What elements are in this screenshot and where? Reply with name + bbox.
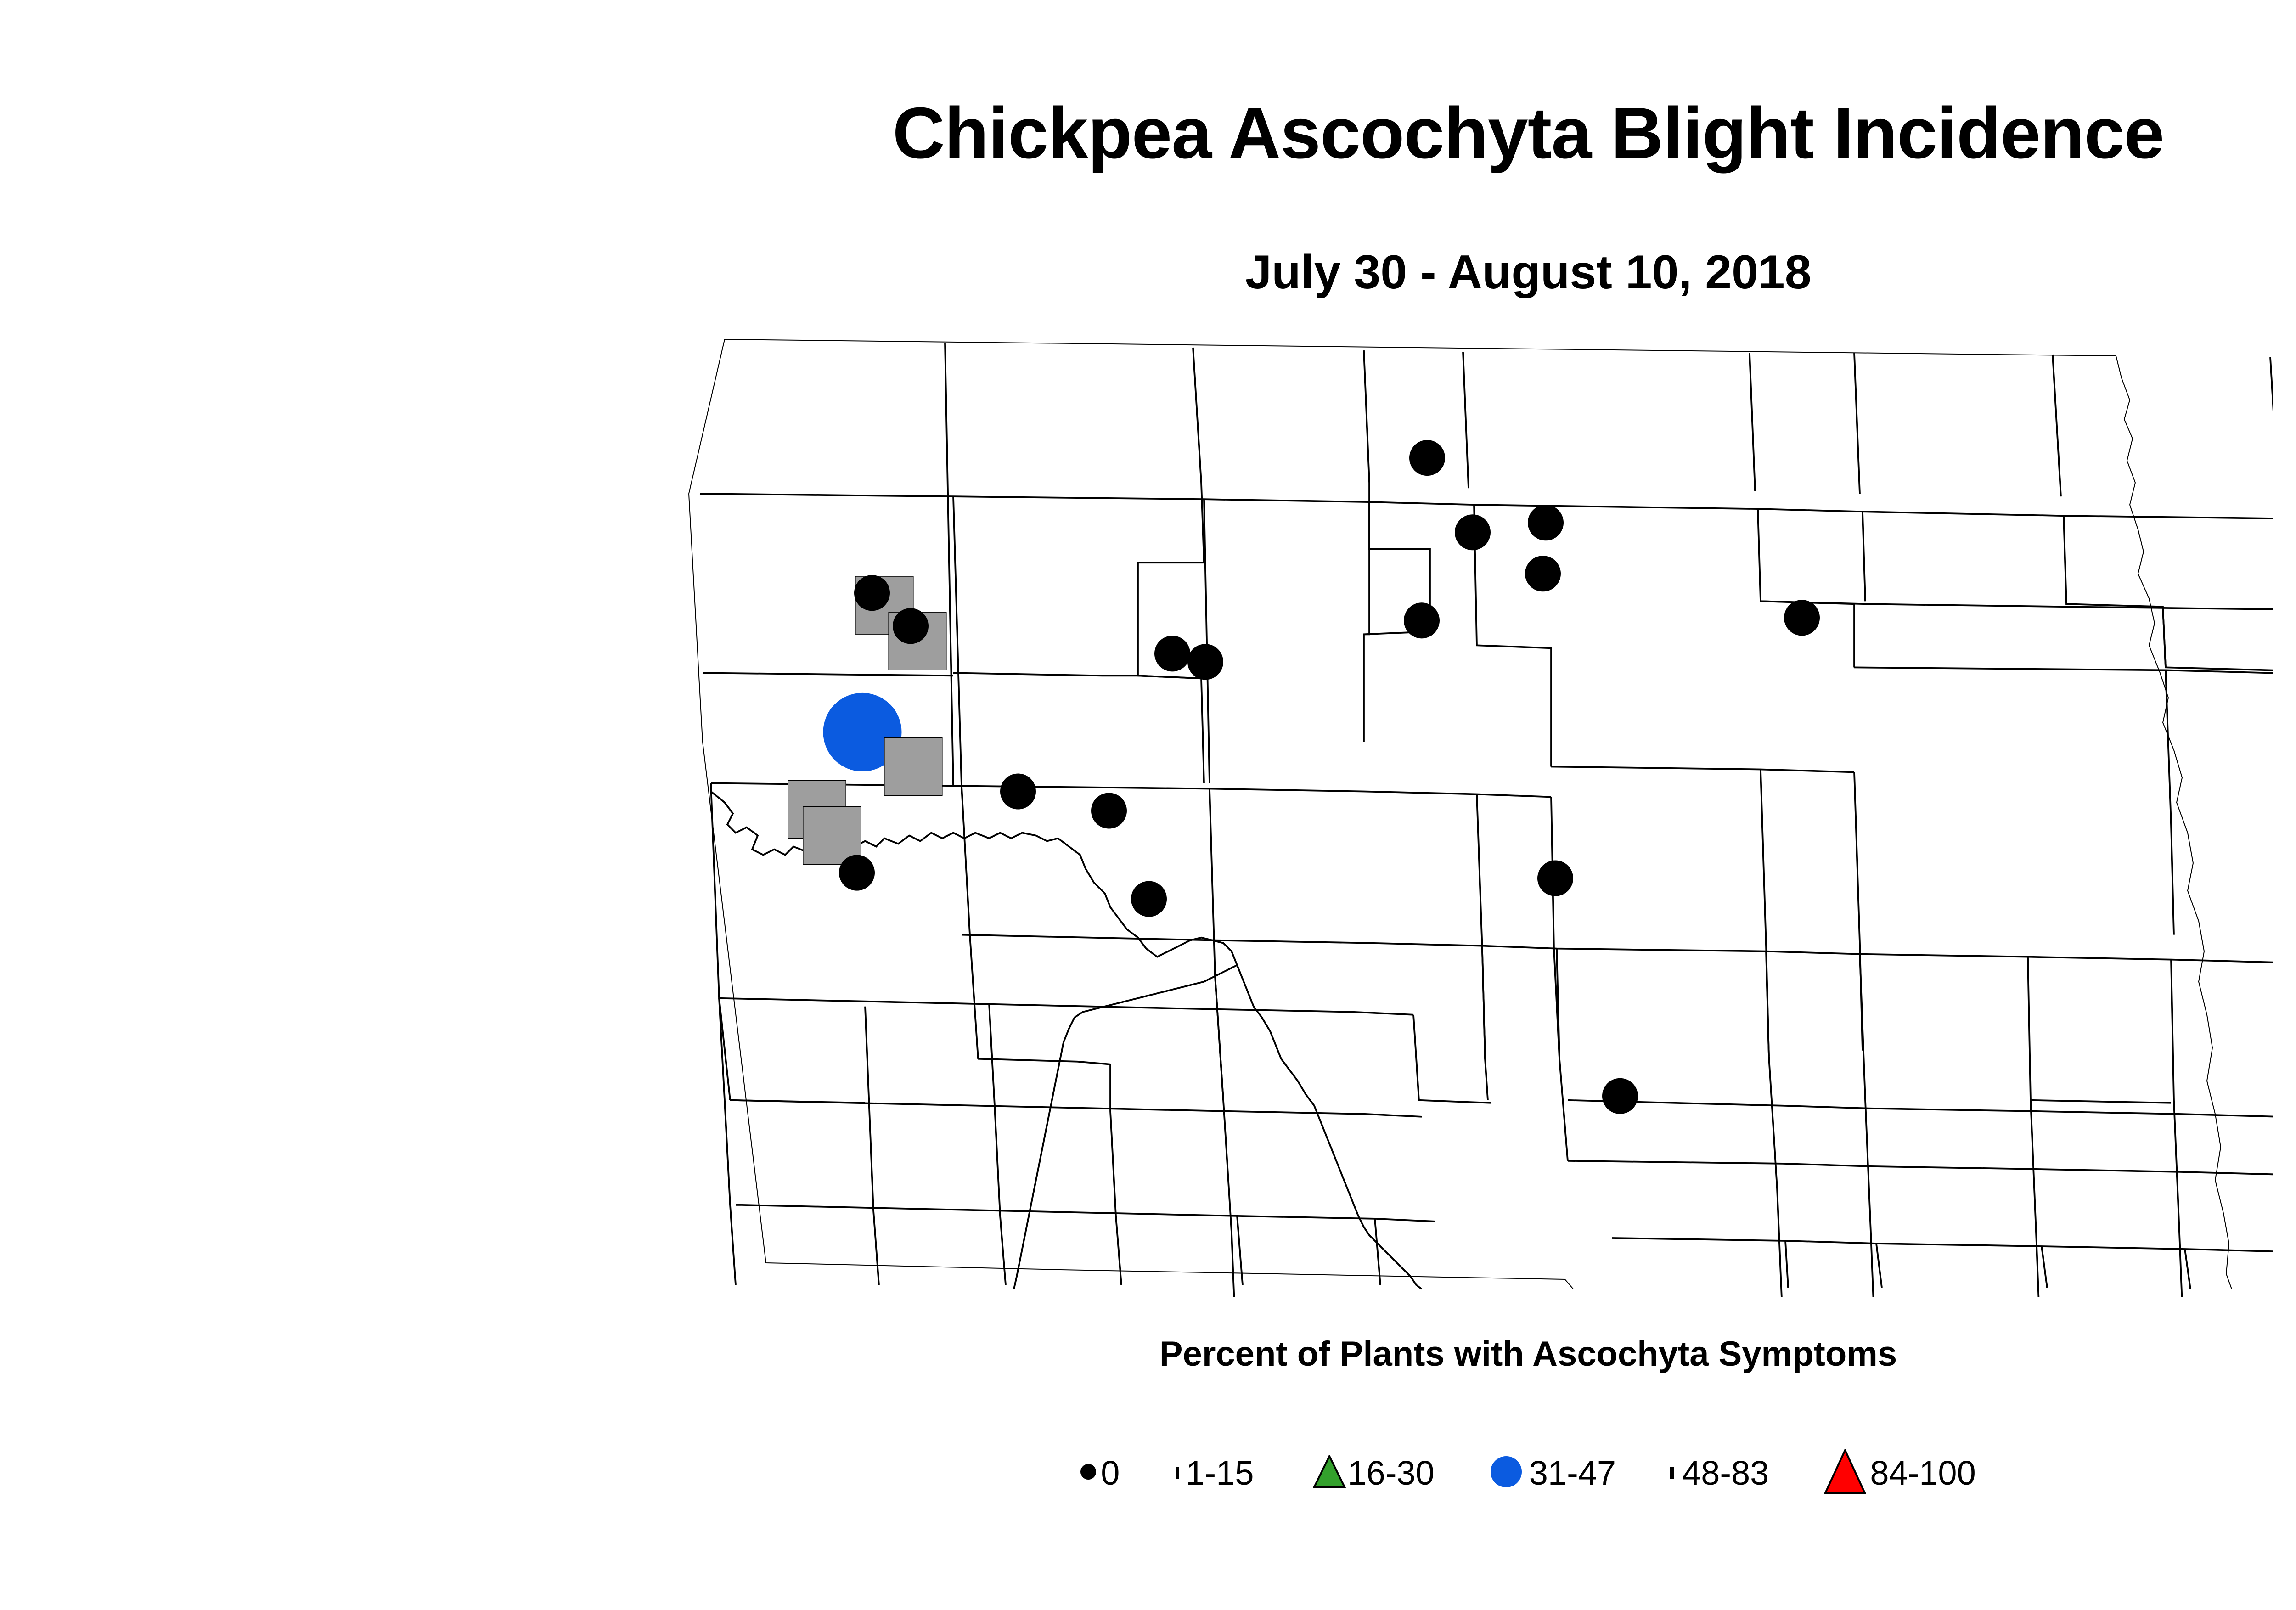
legend-label: 84-100 xyxy=(1870,1453,1976,1492)
lake-sakakawea-south-arm xyxy=(1013,964,1238,1289)
red-triangle-icon-shape xyxy=(1824,1448,1867,1494)
gray-square-icon-shape xyxy=(1176,1467,1180,1479)
data-point-31-47[interactable] xyxy=(823,692,902,771)
county-border xyxy=(2041,1246,2048,1288)
blue-circle-icon-shape xyxy=(1490,1456,1522,1487)
county-border xyxy=(961,786,979,1059)
legend-entry-48-83[interactable]: 48-83 xyxy=(1670,1456,1769,1490)
blue-circle-icon xyxy=(1490,1456,1522,1490)
county-border xyxy=(1214,976,1235,1297)
county-border xyxy=(2184,1249,2191,1289)
county-border-row8 xyxy=(1611,1237,2273,1252)
county-border xyxy=(952,496,962,786)
green-triangle-icon xyxy=(1312,1454,1346,1491)
county-border xyxy=(1556,948,1569,1161)
legend-title-container: Percent of Plants with Ascochyta Symptom… xyxy=(0,1334,2296,1374)
county-border xyxy=(978,1058,1111,1065)
county-border xyxy=(2052,354,2062,497)
green-triangle-icon-shape xyxy=(1312,1454,1346,1488)
north-dakota-county-map[interactable] xyxy=(647,328,2273,1297)
county-border-row6b xyxy=(1567,1160,1871,1167)
county-border xyxy=(1364,502,1370,636)
county-border-row5c xyxy=(1567,1099,2273,1118)
yellow-square-icon-shape xyxy=(1670,1467,1674,1479)
county-border xyxy=(1473,505,1552,767)
data-point-0[interactable] xyxy=(854,575,890,611)
county-border xyxy=(1462,351,1469,489)
county-border-row4 xyxy=(961,934,2273,963)
county-border xyxy=(1109,1111,1122,1285)
black-dot-icon xyxy=(1080,1464,1097,1482)
legend: 0 1-15 16-30 31-47 48-83 84-100 xyxy=(0,1448,2296,1497)
county-border xyxy=(702,672,954,677)
title-container: Chickpea Ascochyta Blight Incidence xyxy=(0,96,2296,170)
black-dot-icon-shape xyxy=(1080,1464,1097,1480)
data-markers-layer xyxy=(788,440,1820,1114)
county-border xyxy=(2170,959,2183,1297)
county-border xyxy=(730,1099,866,1104)
data-point-0[interactable] xyxy=(1404,602,1440,639)
county-border-row6c xyxy=(1870,1165,2273,1176)
county-border xyxy=(953,672,1204,680)
county-border xyxy=(1853,353,1861,494)
county-border xyxy=(1765,951,1783,1297)
data-point-0[interactable] xyxy=(1091,793,1127,829)
legend-entry-31-47[interactable]: 31-47 xyxy=(1490,1453,1616,1492)
county-border xyxy=(944,343,954,786)
county-border xyxy=(2165,670,2175,935)
gray-square-icon xyxy=(1176,1467,1180,1479)
legend-label: 48-83 xyxy=(1682,1453,1769,1492)
legend-label: 1-15 xyxy=(1186,1453,1254,1492)
county-border xyxy=(2269,357,2273,420)
data-point-0[interactable] xyxy=(1154,636,1190,672)
data-point-0[interactable] xyxy=(893,608,929,644)
state-outline xyxy=(689,339,2232,1289)
yellow-square-icon xyxy=(1670,1467,1674,1479)
county-border-row5 xyxy=(719,997,1414,1016)
legend-entry-0[interactable]: 0 xyxy=(1080,1456,1120,1490)
county-border-row5b xyxy=(1412,1014,1491,1104)
data-point-0[interactable] xyxy=(1602,1078,1638,1114)
legend-entry-16-30[interactable]: 16-30 xyxy=(1312,1453,1435,1492)
county-border xyxy=(2030,1100,2040,1297)
date-range-subtitle: July 30 - August 10, 2018 xyxy=(1245,246,1812,299)
legend-label: 0 xyxy=(1101,1453,1120,1492)
county-border xyxy=(2162,607,2273,671)
county-border xyxy=(1862,512,1866,602)
county-border xyxy=(1236,1216,1244,1285)
data-point-0[interactable] xyxy=(1409,440,1445,476)
subtitle-container: July 30 - August 10, 2018 xyxy=(0,248,2296,297)
legend-label: 16-30 xyxy=(1347,1453,1435,1492)
county-border xyxy=(988,1003,1007,1285)
county-border xyxy=(1374,1218,1381,1285)
county-border xyxy=(1481,951,1489,1100)
county-border xyxy=(1875,1243,1883,1288)
county-border xyxy=(1749,353,1756,491)
page-title: Chickpea Ascochyta Blight Incidence xyxy=(892,93,2165,174)
data-point-0[interactable] xyxy=(839,855,875,891)
county-border xyxy=(1784,1240,1789,1288)
map-svg xyxy=(647,328,2273,1297)
data-point-1-15[interactable] xyxy=(803,806,861,864)
data-point-0[interactable] xyxy=(1000,773,1036,810)
county-border xyxy=(718,998,737,1285)
data-point-0[interactable] xyxy=(1187,644,1223,680)
legend-title: Percent of Plants with Ascochyta Symptom… xyxy=(1159,1334,1897,1374)
data-point-0[interactable] xyxy=(1784,600,1820,636)
county-border xyxy=(1203,499,1210,783)
data-point-0[interactable] xyxy=(1131,881,1167,917)
legend-label: 31-47 xyxy=(1529,1453,1616,1492)
county-border xyxy=(864,1006,880,1285)
county-border-row6 xyxy=(730,1099,1422,1118)
data-point-0[interactable] xyxy=(1528,505,1564,541)
legend-entry-84-100[interactable]: 84-100 xyxy=(1824,1448,1976,1497)
data-point-0[interactable] xyxy=(1525,556,1561,592)
data-point-1-15[interactable] xyxy=(884,737,942,795)
data-point-0[interactable] xyxy=(1537,860,1573,896)
county-border xyxy=(1760,600,2273,610)
legend-entry-1-15[interactable]: 1-15 xyxy=(1176,1456,1254,1490)
data-point-0[interactable] xyxy=(1455,514,1491,551)
red-triangle-icon xyxy=(1824,1448,1867,1497)
